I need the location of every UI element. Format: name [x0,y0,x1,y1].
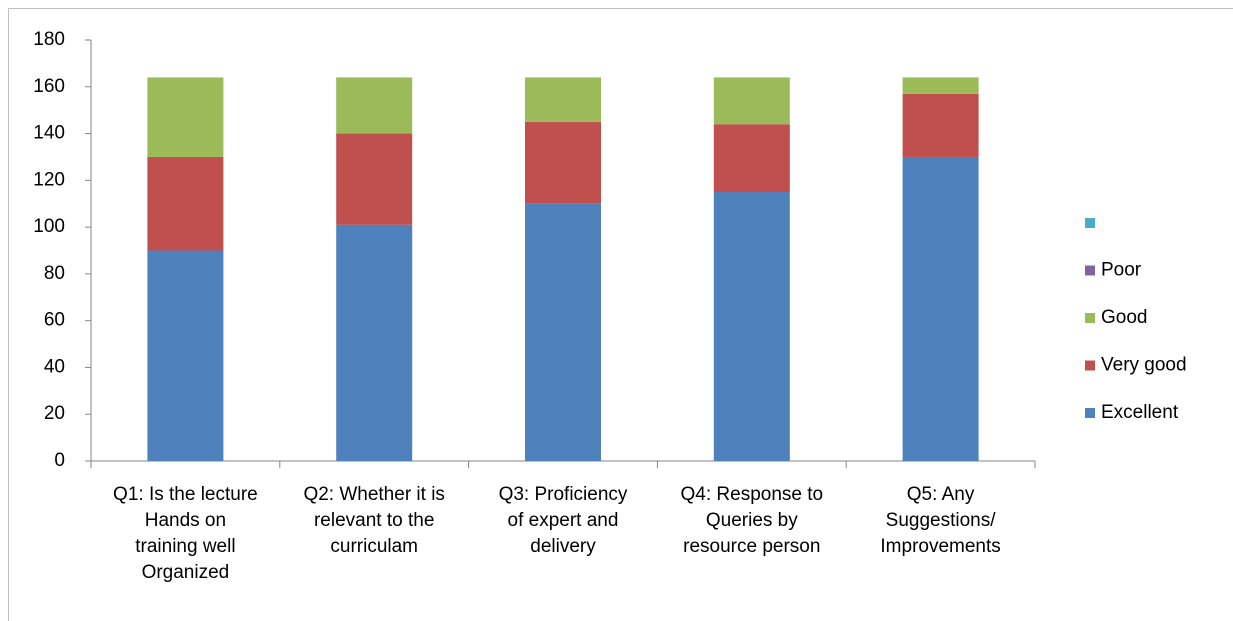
legend-swatch [1085,218,1095,228]
x-tick-label: relevant to the [314,510,434,531]
bar-segment [147,77,224,157]
bar-segment [336,77,413,134]
x-tick-label: resource person [683,536,820,557]
bar-segment [336,224,413,461]
bar-segment [147,156,224,251]
legend-label: Excellent [1101,402,1179,423]
y-tick-label: 40 [44,356,65,377]
bar-segment [713,77,790,125]
bar-segment [713,124,790,193]
y-tick-label: 140 [33,123,65,144]
x-tick-label: Improvements [880,536,1000,557]
legend-label: Very good [1101,355,1187,376]
y-tick-label: 20 [44,403,65,424]
x-tick-label: training well [135,536,235,557]
x-tick-label: Q5: Any [907,484,975,505]
bar-segment [336,133,413,225]
x-tick-label: of expert and [508,510,619,531]
bar-segment [902,93,979,157]
y-tick-label: 160 [33,76,65,97]
y-tick-label: 120 [33,169,65,190]
bar-segment [902,77,979,94]
y-tick-label: 80 [44,263,65,284]
x-tick-label: delivery [530,536,596,557]
x-tick-label: Q2: Whether it is [303,484,445,505]
legend-swatch [1085,265,1095,276]
bar-segment [525,77,601,122]
x-tick-label: Hands on [145,510,226,531]
x-tick-label: Q4: Response to [681,484,824,505]
chart-border [8,8,1233,621]
y-tick-label: 180 [33,29,65,50]
bar-segment [525,203,601,461]
legend-swatch [1085,360,1095,371]
bar-segment [525,121,601,204]
x-tick-label: Suggestions/ [886,510,997,531]
y-tick-label: 0 [54,450,65,471]
legend-swatch [1085,408,1095,418]
bar-segment [902,156,979,461]
x-tick-label: Organized [142,562,230,583]
bar-segment [713,192,790,461]
bar-segment [147,250,224,461]
y-tick-label: 100 [33,216,65,237]
legend-label: Poor [1101,260,1142,281]
x-tick-label: Queries by [706,510,798,531]
x-tick-label: Q1: Is the lecture [113,484,258,505]
y-tick-label: 60 [44,310,65,331]
x-tick-label: Q3: Proficiency [499,484,628,505]
x-tick-label: curriculam [330,536,418,557]
legend-label: Good [1101,307,1147,328]
legend-swatch [1085,313,1095,323]
